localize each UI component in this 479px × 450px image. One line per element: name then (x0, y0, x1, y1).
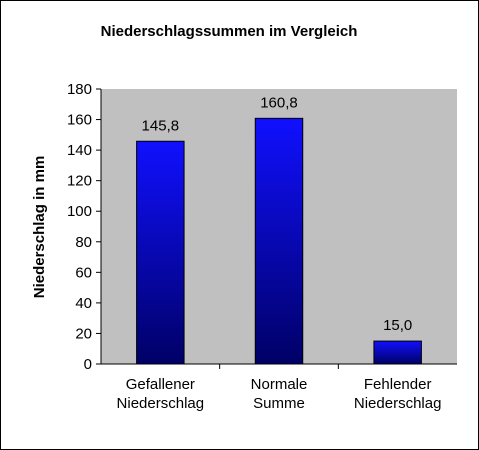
y-axis-label: Niederschlag in mm (31, 156, 48, 299)
y-tick-label: 60 (75, 264, 92, 281)
x-tick-label: Gefallener (126, 376, 195, 393)
y-tick-label: 0 (84, 356, 92, 373)
x-tick-label: Niederschlag (354, 395, 442, 412)
y-tick-label: 20 (75, 325, 92, 342)
bar (254, 117, 304, 365)
y-tick-label: 100 (67, 203, 92, 220)
chart-title: Niederschlagssummen im Vergleich (101, 23, 358, 40)
y-tick-label: 160 (67, 112, 92, 129)
bar (136, 140, 185, 365)
data-label: 160,8 (260, 94, 298, 111)
y-tick-label: 80 (75, 234, 92, 251)
x-tick-label: Summe (253, 395, 305, 412)
data-label: 145,8 (142, 117, 180, 134)
x-tick-label: Normale (251, 376, 308, 393)
y-tick-label: 180 (67, 81, 92, 98)
x-tick-label: Fehlender (364, 376, 432, 393)
x-tick-label: Niederschlag (117, 395, 205, 412)
data-label: 15,0 (383, 317, 412, 334)
bar (373, 340, 422, 365)
y-tick-label: 140 (67, 142, 92, 159)
y-tick-label: 120 (67, 173, 92, 190)
y-tick-label: 40 (75, 295, 92, 312)
